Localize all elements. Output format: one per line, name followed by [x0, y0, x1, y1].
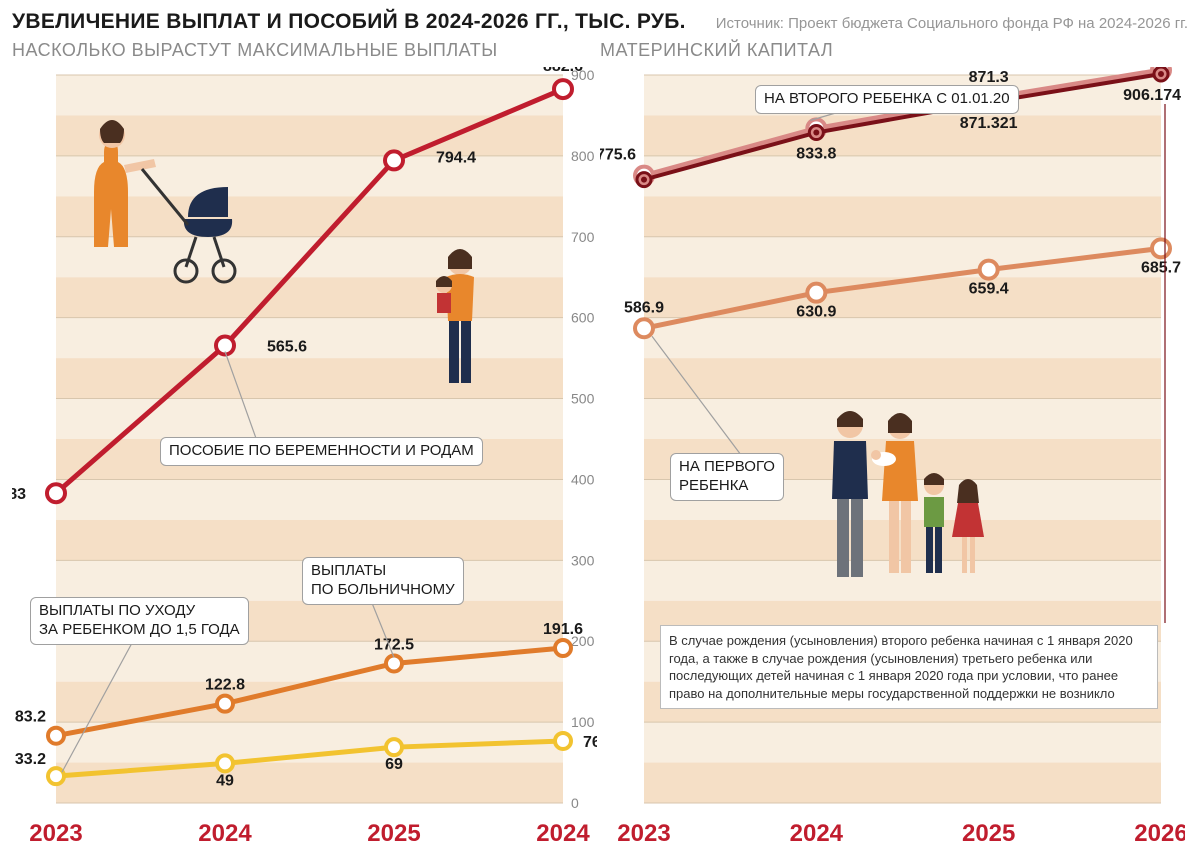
svg-text:800: 800: [571, 148, 595, 164]
left-chart: 0100200300400500600700800900202320242025…: [12, 67, 600, 855]
svg-text:2024: 2024: [790, 820, 844, 847]
svg-text:383: 383: [12, 486, 26, 503]
callout-childcare: ВЫПЛАТЫ ПО УХОДУ ЗА РЕБЕНКОМ ДО 1,5 ГОДА: [30, 597, 249, 645]
svg-text:630.9: 630.9: [796, 304, 836, 321]
svg-text:400: 400: [571, 471, 595, 487]
right-subtitle: МАТЕРИНСКИЙ КАПИТАЛ: [600, 40, 1188, 61]
svg-text:172.5: 172.5: [374, 636, 414, 653]
svg-text:906.174: 906.174: [1123, 87, 1181, 104]
svg-text:871.321: 871.321: [960, 115, 1018, 132]
right-chart-column: МАТЕРИНСКИЙ КАПИТАЛ 2023 2024 2025 2026 775.…: [600, 40, 1188, 855]
svg-text:33.2: 33.2: [15, 751, 46, 768]
left-chart-column: НАСКОЛЬКО ВЫРАСТУТ МАКСИМАЛЬНЫЕ ВЫПЛАТЫ …: [12, 40, 600, 855]
svg-text:794.4: 794.4: [436, 149, 476, 166]
callout-second-child: НА ВТОРОГО РЕБЕНКА С 01.01.20: [755, 85, 1019, 114]
svg-text:2023: 2023: [29, 820, 82, 847]
svg-text:586.9: 586.9: [624, 299, 664, 316]
svg-text:69: 69: [385, 756, 403, 773]
svg-text:0: 0: [571, 795, 579, 811]
svg-text:300: 300: [571, 552, 595, 568]
svg-text:565.6: 565.6: [267, 338, 307, 355]
svg-text:685.7: 685.7: [1141, 259, 1181, 276]
svg-text:871.3: 871.3: [969, 69, 1009, 86]
svg-text:2024: 2024: [198, 820, 252, 847]
page-title: УВЕЛИЧЕНИЕ ВЫПЛАТ И ПОСОБИЙ В 2024-2026 …: [12, 10, 686, 34]
right-chart: 2023202420252026775.6834871.3906.1833.88…: [600, 67, 1188, 855]
callout-first-child: НА ПЕРВОГО РЕБЕНКА: [670, 453, 784, 501]
source-text: Источник: Проект бюджета Социального фон…: [716, 15, 1188, 32]
svg-text:49: 49: [216, 772, 234, 789]
svg-text:122.8: 122.8: [205, 677, 245, 694]
callout-maternity: ПОСОБИЕ ПО БЕРЕМЕННОСТИ И РОДАМ: [160, 437, 483, 466]
svg-text:600: 600: [571, 310, 595, 326]
svg-text:833.8: 833.8: [796, 146, 836, 163]
svg-text:2025: 2025: [367, 820, 420, 847]
svg-text:100: 100: [571, 714, 595, 730]
svg-text:76.7: 76.7: [583, 734, 597, 751]
svg-text:2023: 2023: [617, 820, 670, 847]
svg-text:2025: 2025: [962, 820, 1015, 847]
svg-text:191.6: 191.6: [543, 621, 583, 638]
svg-text:2024: 2024: [536, 820, 590, 847]
svg-text:700: 700: [571, 229, 595, 245]
right-footnote: В случае рождения (усыновления) второго …: [660, 625, 1158, 709]
svg-text:83.2: 83.2: [15, 709, 46, 726]
callout-sick: ВЫПЛАТЫ ПО БОЛЬНИЧНОМУ: [302, 557, 464, 605]
svg-text:659.4: 659.4: [969, 281, 1009, 298]
svg-text:500: 500: [571, 391, 595, 407]
svg-text:882.6: 882.6: [543, 67, 583, 75]
svg-text:775.6: 775.6: [600, 147, 636, 164]
svg-text:2026: 2026: [1134, 820, 1185, 847]
left-subtitle: НАСКОЛЬКО ВЫРАСТУТ МАКСИМАЛЬНЫЕ ВЫПЛАТЫ: [12, 40, 600, 61]
